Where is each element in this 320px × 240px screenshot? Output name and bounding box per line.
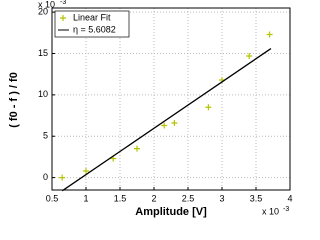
data-point	[171, 119, 178, 126]
y-tick-label: 10	[38, 89, 48, 99]
x-tick-label: 4	[287, 193, 292, 203]
plot-area	[52, 8, 290, 190]
y-multiplier: x 10	[38, 0, 55, 9]
data-point	[161, 122, 168, 129]
y-tick-label: 15	[38, 48, 48, 58]
plot-frame	[51, 7, 291, 191]
y-tick-label: 5	[43, 131, 48, 141]
x-tick-label: 3	[219, 193, 224, 203]
x-tick-label: 1.5	[114, 193, 127, 203]
legend-marker	[60, 15, 66, 21]
data-point	[59, 174, 66, 181]
y-axis-label: ( f0 - f ) / f0	[8, 72, 20, 128]
data-point	[83, 167, 89, 174]
x-tick-label: 1	[83, 193, 88, 203]
x-multiplier-exponent: -3	[283, 206, 289, 213]
fit-line	[61, 47, 272, 192]
page: x 10 -3 x 10 -3 Amplitude [V] ( f0 - f )…	[7, 0, 293, 218]
x-tick-label: 2.5	[182, 193, 195, 203]
x-tick-label: 0.5	[46, 193, 59, 203]
y-multiplier-exponent: -3	[60, 0, 66, 6]
x-multiplier: x 10	[262, 206, 279, 216]
x-tick-label: 3.5	[250, 193, 263, 203]
data-point	[134, 145, 140, 152]
data-point	[266, 31, 273, 38]
data-point	[246, 52, 253, 59]
legend-label: Linear Fit	[73, 12, 111, 22]
legend-box	[54, 10, 130, 38]
legend-label: η = 5.6082	[73, 24, 116, 34]
data-point	[205, 104, 212, 111]
y-tick-label: 0	[43, 172, 48, 182]
x-axis-label: Amplitude [V]	[135, 206, 207, 218]
chart: x 10 -3 x 10 -3 Amplitude [V] ( f0 - f )…	[8, 0, 293, 218]
x-tick-label: 2	[151, 193, 156, 203]
y-tick-label: 20	[38, 7, 48, 17]
